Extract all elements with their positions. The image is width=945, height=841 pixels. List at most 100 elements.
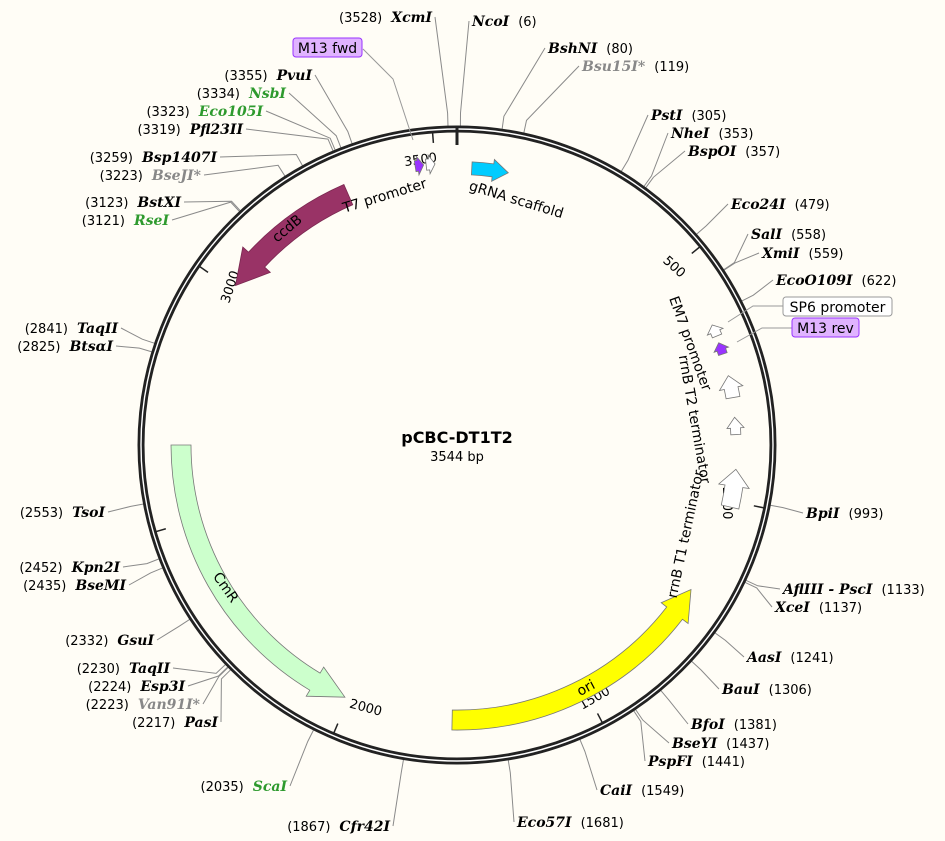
site-caii[interactable]: CaiI (1549) <box>579 739 684 799</box>
site-baui[interactable]: BauI (1306) <box>691 660 812 698</box>
site-label[interactable]: (3259) Bsp1407I <box>90 150 218 166</box>
site-label[interactable]: EcoO109I (622) <box>775 273 896 289</box>
cmr-feature-arrow[interactable] <box>170 444 346 698</box>
ccdb-feature-arrow[interactable] <box>234 183 354 287</box>
rrnb-t2-terminator-feature-arrow[interactable] <box>726 416 745 436</box>
site-psti[interactable]: PstI (305) <box>620 108 726 172</box>
primer-box[interactable] <box>782 296 893 317</box>
site-esp3i[interactable]: (2224) Esp3I <box>88 666 229 695</box>
sp6-promoter-feature-arrow[interactable] <box>706 324 725 339</box>
site-eco57i[interactable]: Eco57I (1681) <box>507 759 624 831</box>
primer-box[interactable] <box>292 37 363 58</box>
site-pspfi[interactable]: PspFI (1441) <box>633 710 745 770</box>
site-rsei[interactable]: (3121) RseI <box>82 201 240 229</box>
site-xcei[interactable]: XceI (1137) <box>744 581 862 616</box>
site-bsp1407i[interactable]: (3259) Bsp1407I <box>90 150 304 167</box>
site-label[interactable]: SalI (558) <box>751 227 826 243</box>
site-label[interactable]: (3223) BseJI* <box>100 168 202 184</box>
m13-rev-feature-arrow[interactable] <box>713 342 730 357</box>
site-label[interactable]: PspFI (1441) <box>647 754 745 770</box>
site-bshni[interactable]: BshNI (80) <box>501 41 633 130</box>
site-bsemi[interactable]: (2435) BseMI <box>23 567 163 594</box>
site-position: (2553) <box>20 506 63 521</box>
site-bseji-[interactable]: (3223) BseJI* <box>100 164 286 184</box>
site-label[interactable]: BauI (1306) <box>721 682 812 698</box>
site-name: Bsp1407I <box>141 150 217 166</box>
site-label[interactable]: BseYI (1437) <box>671 736 769 752</box>
site-label[interactable]: Bsu15I* (119) <box>581 59 689 75</box>
site-scai[interactable]: (2035) ScaI <box>201 729 315 795</box>
site-xmii[interactable]: XmiI (559) <box>723 246 844 271</box>
site-eco105i[interactable]: (3323) Eco105I <box>146 104 336 151</box>
site-bspoi[interactable]: BspOI (357) <box>645 144 781 189</box>
site-label[interactable]: PstI (305) <box>650 108 726 124</box>
site-bts-i[interactable]: (2825) BtsαI <box>17 339 153 355</box>
site-label[interactable]: BshNI (80) <box>547 41 633 57</box>
site-sali[interactable]: SalI (558) <box>723 227 826 271</box>
site-label[interactable]: BfoI (1381) <box>690 717 777 733</box>
site-label[interactable]: Eco24I (479) <box>730 197 830 213</box>
site-bfoi[interactable]: BfoI (1381) <box>660 690 777 733</box>
m13-fwd-feature-arrow[interactable] <box>413 155 425 177</box>
site-label[interactable]: NheI (353) <box>670 126 753 142</box>
site-taqii[interactable]: (2230) TaqII <box>77 661 226 677</box>
site-label[interactable]: (2553) TsoI <box>20 505 106 521</box>
site-label[interactable]: (2230) TaqII <box>77 661 171 677</box>
site-label[interactable]: (2435) BseMI <box>23 578 126 594</box>
site-nhei[interactable]: NheI (353) <box>643 126 754 187</box>
site-bsu15i-[interactable]: Bsu15I* (119) <box>523 59 689 134</box>
site-label[interactable]: (2332) GsuI <box>65 633 154 649</box>
site-label[interactable]: (3355) PvuI <box>224 68 312 84</box>
site-label[interactable]: BpiI (993) <box>805 506 883 522</box>
site-label[interactable]: XceI (1137) <box>774 600 862 616</box>
grna-scaffold-feature-arrow[interactable] <box>470 158 509 182</box>
site-tsoi[interactable]: (2553) TsoI <box>20 503 144 521</box>
site-taqii[interactable]: (2841) TaqII <box>25 321 155 344</box>
site-label[interactable]: (3323) Eco105I <box>146 104 263 120</box>
site-bpii[interactable]: BpiI (993) <box>770 504 883 522</box>
site-cfr42i[interactable]: (1867) Cfr42I <box>287 759 404 836</box>
site-label[interactable]: AflIII - PscI (1133) <box>781 582 925 598</box>
site-nsbi[interactable]: (3334) NsbI <box>197 86 342 149</box>
site-van91i-[interactable]: (2223) Van91I* <box>86 666 229 713</box>
site-label[interactable]: (2825) BtsαI <box>17 339 113 355</box>
t7-promoter-feature-arrow[interactable] <box>425 153 436 176</box>
site-ecoo109i[interactable]: EcoO109I (622) <box>741 273 897 302</box>
site-eco24i[interactable]: Eco24I (479) <box>696 197 830 235</box>
site-label[interactable]: Eco57I (1681) <box>516 815 624 831</box>
site-xcmi[interactable]: (3528) XcmI <box>339 10 449 127</box>
site-gsui[interactable]: (2332) GsuI <box>65 618 191 649</box>
site-pfl23ii[interactable]: (3319) Pfl23II <box>137 122 334 152</box>
primer-box[interactable] <box>791 317 860 338</box>
site-label[interactable]: NcoI (6) <box>471 14 537 30</box>
ori-feature-arrow[interactable] <box>451 588 692 731</box>
site-label[interactable]: AasI (1241) <box>745 650 834 666</box>
site-label[interactable]: XmiI (559) <box>761 246 844 262</box>
site-label[interactable]: (3334) NsbI <box>197 86 287 102</box>
site-bseyi[interactable]: BseYI (1437) <box>635 709 770 752</box>
site-afliii-psci[interactable]: AflIII - PscI (1133) <box>745 579 925 598</box>
site-label[interactable]: (2224) Esp3I <box>88 679 185 695</box>
site-label[interactable]: (2035) ScaI <box>201 779 288 795</box>
site-name: Bsu15I* <box>581 59 646 75</box>
site-label[interactable]: (3528) XcmI <box>339 10 432 26</box>
site-pvui[interactable]: (3355) PvuI <box>224 68 353 144</box>
site-label[interactable]: (3123) BstXI <box>85 195 181 211</box>
site-label[interactable]: (1867) Cfr42I <box>287 819 390 835</box>
site-label[interactable]: BspOI (357) <box>687 144 780 160</box>
site-label[interactable]: (2452) Kpn2I <box>19 560 120 576</box>
site-ncoi[interactable]: NcoI (6) <box>459 14 537 127</box>
site-aasi[interactable]: AasI (1241) <box>714 632 834 666</box>
em7-promoter-feature-arrow[interactable] <box>718 375 744 400</box>
site-label[interactable]: (2223) Van91I* <box>86 697 201 713</box>
site-label[interactable]: CaiI (1549) <box>600 783 684 799</box>
rrnb-t1-terminator-feature-arrow[interactable] <box>717 468 750 510</box>
site-label[interactable]: (3319) Pfl23II <box>137 122 243 138</box>
site-label[interactable]: (2217) PasI <box>132 715 218 731</box>
site-kpn2i[interactable]: (2452) Kpn2I <box>19 558 160 576</box>
site-label[interactable]: (2841) TaqII <box>25 321 119 337</box>
site-bstxi[interactable]: (3123) BstXI <box>85 195 241 212</box>
site-pasi[interactable]: (2217) PasI <box>132 669 231 731</box>
site-label[interactable]: (3121) RseI <box>82 213 170 229</box>
site-leader-line <box>156 618 191 641</box>
